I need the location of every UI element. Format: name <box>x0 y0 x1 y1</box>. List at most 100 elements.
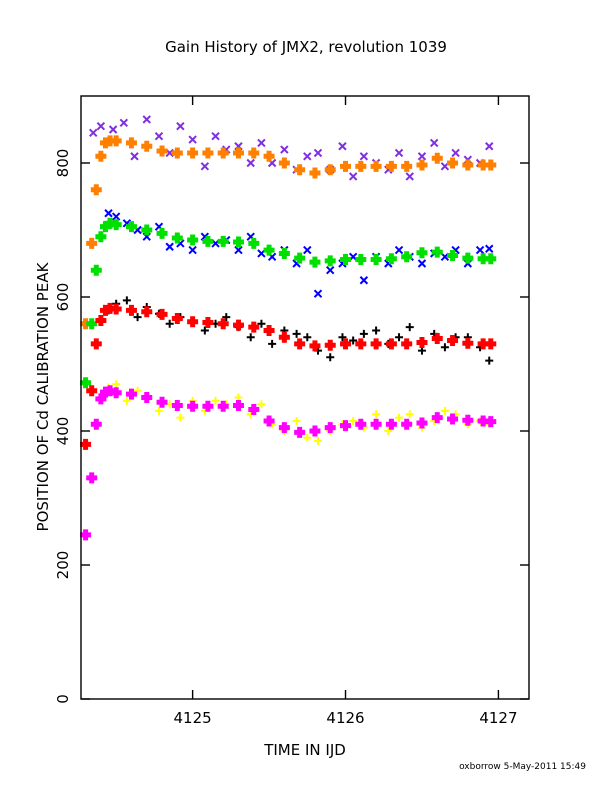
data-point <box>431 246 443 258</box>
data-point <box>125 304 137 316</box>
data-point <box>416 337 428 349</box>
data-point <box>246 158 255 168</box>
data-point <box>303 245 312 255</box>
data-point <box>248 321 260 333</box>
data-point <box>485 356 494 365</box>
footer-note: oxborrow 5-May-2011 15:49 <box>459 762 586 772</box>
data-point <box>309 256 321 268</box>
data-point <box>232 400 244 412</box>
data-point <box>431 333 443 345</box>
data-point <box>309 340 321 352</box>
data-point <box>211 396 220 405</box>
data-point <box>405 172 414 181</box>
data-point <box>431 152 443 164</box>
data-point <box>110 387 122 399</box>
data-point <box>309 167 321 179</box>
data-point <box>340 160 352 172</box>
data-point <box>89 128 98 138</box>
data-point <box>324 164 336 176</box>
data-point <box>340 338 352 350</box>
data-point <box>278 422 290 434</box>
data-point <box>485 142 494 151</box>
data-point <box>156 227 168 239</box>
data-point <box>217 318 229 330</box>
data-point <box>278 157 290 169</box>
data-point <box>222 313 231 322</box>
x-tick-label: 4127 <box>479 709 517 727</box>
data-point <box>110 303 122 315</box>
data-point <box>257 400 266 409</box>
data-point <box>125 221 137 233</box>
data-point <box>349 416 358 425</box>
data-point <box>263 415 275 427</box>
data-point <box>211 131 220 141</box>
data-point <box>278 331 290 343</box>
data-point <box>372 410 381 419</box>
data-point <box>176 413 185 422</box>
data-point <box>324 422 336 434</box>
data-point <box>86 318 98 330</box>
data-point <box>359 329 368 338</box>
data-point <box>108 125 118 134</box>
data-point <box>405 323 414 332</box>
data-point <box>104 209 113 218</box>
data-point <box>176 121 185 131</box>
data-point <box>187 400 199 412</box>
data-point <box>359 152 369 161</box>
data-point <box>95 231 107 243</box>
data-point <box>248 147 260 159</box>
data-point <box>417 152 427 161</box>
data-point <box>90 338 102 350</box>
data-point <box>309 425 321 437</box>
x-tick-label: 4126 <box>326 709 364 727</box>
data-point <box>395 333 404 342</box>
data-point <box>112 380 121 389</box>
data-point <box>370 160 382 172</box>
data-point <box>340 420 352 432</box>
y-tick-label: 600 <box>54 283 72 312</box>
data-point <box>142 115 151 124</box>
data-point <box>303 333 312 342</box>
data-point <box>141 224 153 236</box>
data-point <box>349 336 358 345</box>
data-point <box>95 314 107 326</box>
data-point <box>165 319 174 328</box>
data-point <box>401 338 413 350</box>
data-point <box>338 333 347 342</box>
data-point <box>326 353 335 362</box>
y-tick-label: 800 <box>54 149 72 178</box>
plot-frame <box>80 95 530 700</box>
data-point <box>447 335 459 347</box>
data-point <box>202 235 214 247</box>
data-point <box>125 388 137 400</box>
data-point <box>156 145 168 157</box>
y-tick-label: 200 <box>54 551 72 580</box>
data-point <box>263 150 275 162</box>
data-point <box>90 184 102 196</box>
data-point <box>217 147 229 159</box>
data-point <box>395 413 404 422</box>
data-point <box>110 135 122 147</box>
data-point <box>440 343 449 352</box>
data-point <box>119 118 129 128</box>
data-point <box>278 247 290 259</box>
data-point <box>355 338 367 350</box>
data-point <box>431 412 443 424</box>
data-point <box>401 251 413 263</box>
data-point <box>385 160 397 172</box>
data-point <box>141 392 153 403</box>
data-point <box>232 319 244 331</box>
data-point <box>156 396 168 408</box>
data-point <box>294 164 306 176</box>
data-point <box>90 264 102 276</box>
data-point <box>416 417 428 429</box>
data-point <box>485 253 497 265</box>
data-point <box>359 276 369 285</box>
data-point <box>171 400 183 412</box>
data-point <box>110 219 122 231</box>
data-point <box>232 236 244 248</box>
data-point <box>292 416 301 425</box>
data-point <box>385 418 397 430</box>
data-point <box>485 416 497 428</box>
